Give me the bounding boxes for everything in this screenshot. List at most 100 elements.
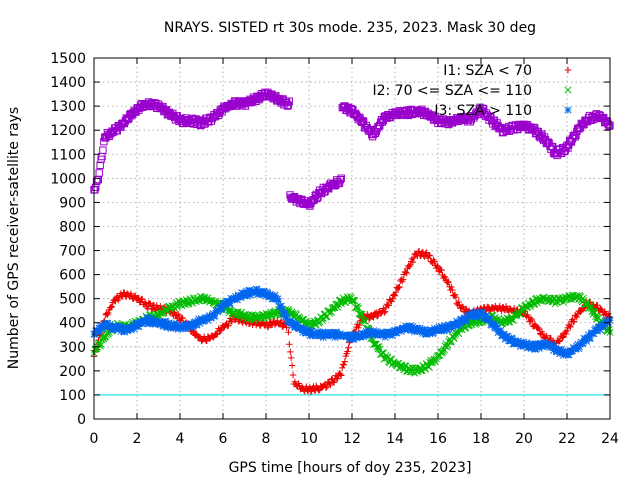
data-point [441,321,449,330]
data-point [575,343,584,351]
data-point [297,323,305,331]
data-point [264,324,271,331]
data-point [333,329,341,337]
data-point [381,308,389,315]
data-point [284,101,293,109]
data-point [533,340,541,348]
data-point [443,343,451,351]
x-tick-label: 6 [219,431,228,447]
data-point [286,341,293,348]
data-point [295,313,303,321]
data-point [555,338,563,345]
data-point [240,291,249,300]
data-point [505,318,513,326]
data-point [417,326,425,334]
data-point [167,324,175,332]
data-point [600,322,608,331]
data-point [395,284,402,291]
data-point [576,340,584,348]
data-point [528,316,536,324]
data-point [599,114,607,123]
data-point [523,339,531,347]
data-point [179,325,187,333]
data-point [327,381,334,389]
data-point [441,273,448,280]
y-tick-label: 1000 [50,171,86,187]
data-point [107,304,115,311]
data-point [116,325,124,333]
data-point [278,305,286,313]
data-point [458,303,466,310]
data-point [600,119,609,127]
chart-title: NRAYS. SISTED rt 30s mode. 235, 2023. Ma… [164,20,536,36]
data-point [336,176,345,184]
data-point [353,303,361,311]
data-point [199,336,206,344]
data-point [112,297,119,305]
data-point [496,302,504,310]
data-point [231,294,239,302]
data-point [525,314,532,321]
data-point [171,324,180,332]
data-point [373,329,381,337]
data-point [544,340,552,348]
x-axis-title: GPS time [hours of doy 235, 2023] [229,460,472,476]
data-point [560,350,568,358]
data-point [224,307,232,315]
data-point [315,387,323,394]
data-point [310,383,317,390]
data-point [158,318,166,326]
data-point [103,319,111,327]
data-point [576,123,585,132]
data-point [145,319,154,328]
data-point [524,311,531,319]
data-point [391,326,399,335]
data-point [306,384,314,391]
data-point [105,309,112,317]
data-point [509,316,517,324]
legend-marker [564,106,572,114]
data-point [352,330,360,338]
data-point [565,351,573,359]
data-point [109,326,117,334]
y-axis: 0 100 200 300 400 500 600 700 800 900 1000 1100 1200… [50,51,610,428]
data-point [441,274,449,281]
data-point [286,191,294,199]
data-point [593,315,601,323]
data-point [592,324,600,332]
data-point [498,307,505,315]
data-point [406,322,414,330]
data-point [288,362,296,369]
data-point [277,319,284,326]
data-point [160,322,168,330]
data-point [147,300,154,308]
data-point [92,183,100,192]
data-point [91,186,99,194]
data-point [423,249,430,256]
data-point [287,348,294,356]
data-point [283,102,292,110]
data-point [172,311,179,319]
data-point [556,145,564,153]
data-point [489,320,498,328]
data-point [558,345,566,353]
legend-marker [564,86,572,94]
data-point [355,322,363,329]
data-point [162,317,170,326]
y-axis-title: Number of GPS receiver-satellite rays [6,107,22,369]
x-tick-label: 12 [343,431,361,447]
data-point [470,312,478,320]
data-point [351,297,359,305]
data-point [492,121,500,129]
data-point [290,319,298,327]
data-point [401,362,409,370]
data-point [415,248,423,255]
y-tick-label: 1400 [50,75,86,91]
data-point [577,308,584,316]
data-point [334,375,341,382]
data-point [452,294,460,301]
data-point [443,117,451,126]
data-point [448,283,455,291]
data-point [370,314,377,321]
data-point [213,331,220,338]
